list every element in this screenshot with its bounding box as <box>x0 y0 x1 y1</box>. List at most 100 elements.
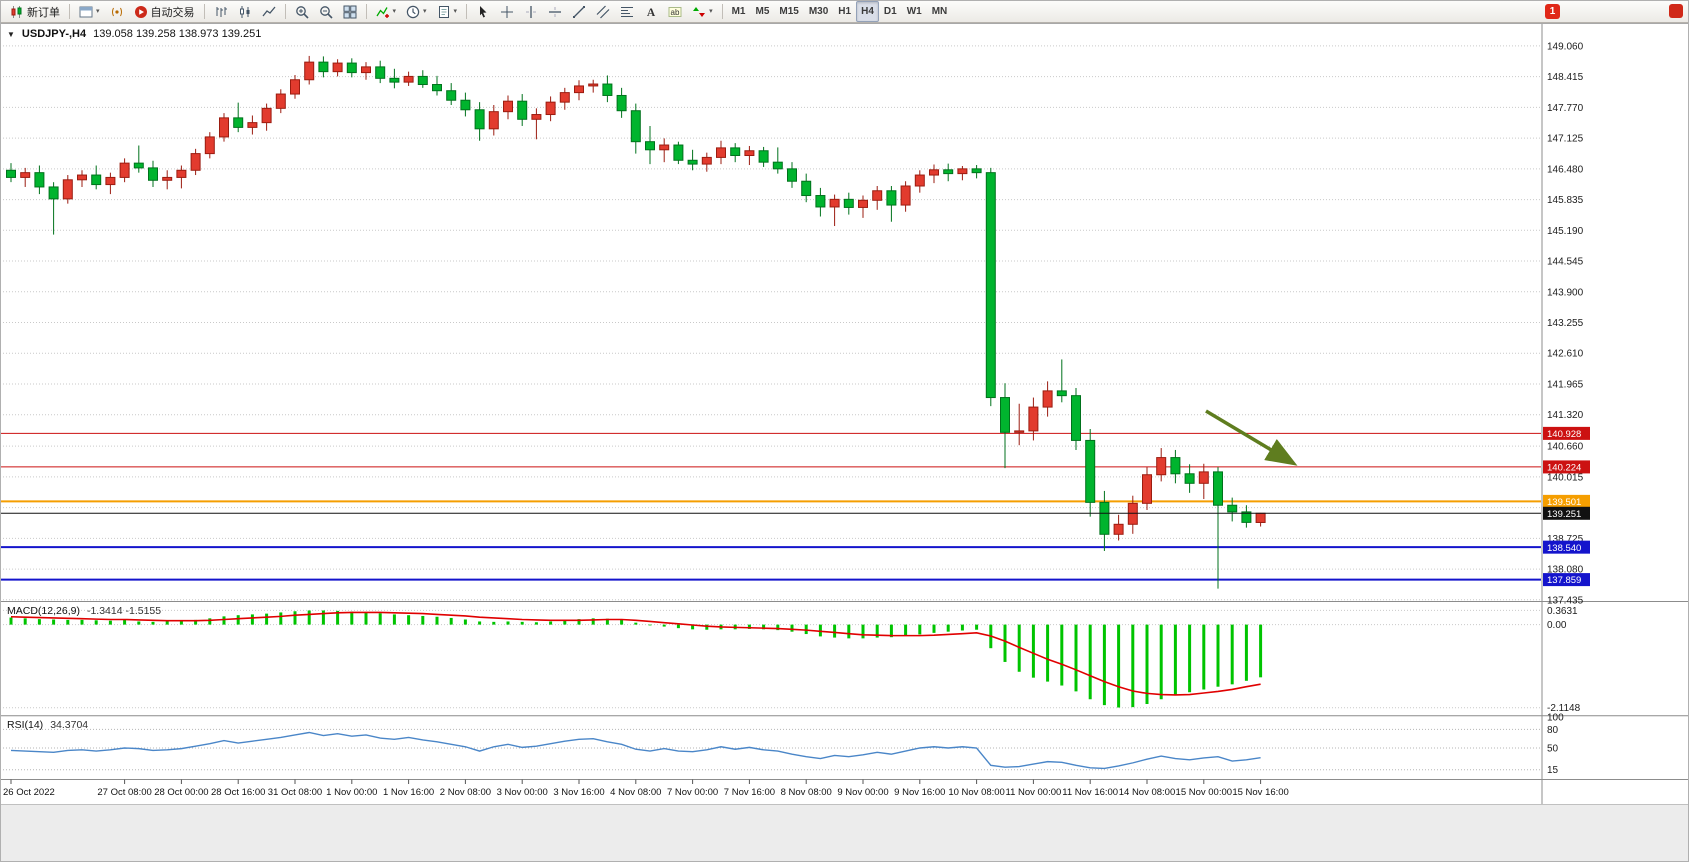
rsi-label: RSI(14) 34.3704 <box>7 719 88 731</box>
toolbar-separator <box>466 4 468 19</box>
macd-signal-line <box>10 611 1261 696</box>
horizontal-lines <box>1 432 1541 581</box>
dropdown-caret-icon: ▾ <box>96 8 100 15</box>
timeframe-m15[interactable]: M15 <box>774 1 803 22</box>
price-chart[interactable]: 149.060 148.415 147.770 147.125 146.480 145.8… <box>1 24 1689 804</box>
timeframe-w1[interactable]: W1 <box>902 1 927 22</box>
svg-text:140.928: 140.928 <box>1547 429 1581 440</box>
svg-text:50: 50 <box>1547 744 1559 755</box>
notification-badge[interactable]: 1 <box>1545 4 1560 19</box>
svg-text:146.480: 146.480 <box>1547 164 1584 175</box>
arrows-icon <box>692 5 706 19</box>
rsi-name: RSI(14) <box>7 719 44 731</box>
chart-menu-icon[interactable]: ▼ <box>7 29 15 39</box>
timeframe-mn[interactable]: MN <box>927 1 953 22</box>
candle-chart-button[interactable] <box>233 1 257 22</box>
svg-text:140.660: 140.660 <box>1547 442 1584 453</box>
chart-window-button[interactable]: ▾ <box>74 1 105 22</box>
timeframe-m15-label: M15 <box>779 6 799 17</box>
crosshair-icon <box>500 5 514 19</box>
svg-text:141.320: 141.320 <box>1547 410 1584 421</box>
svg-text:141.965: 141.965 <box>1547 379 1584 390</box>
svg-text:100: 100 <box>1547 713 1564 724</box>
svg-text:139.501: 139.501 <box>1547 497 1581 508</box>
new-order-button[interactable]: 新订单 <box>5 1 65 22</box>
trend-arrow[interactable] <box>1205 409 1298 466</box>
vertical-line-button[interactable] <box>519 1 543 22</box>
chart-window-icon <box>79 5 93 19</box>
svg-text:0.00: 0.00 <box>1547 620 1567 631</box>
zoom-out-button[interactable] <box>314 1 338 22</box>
dropdown-caret-icon: ▾ <box>453 8 458 15</box>
autotrade-icon <box>134 5 148 19</box>
arrows-button[interactable]: ▾ <box>687 1 718 22</box>
toolbar-separator <box>203 4 205 19</box>
toolbar-separator <box>69 4 70 19</box>
svg-text:11 Nov 00:00: 11 Nov 00:00 <box>1005 787 1061 798</box>
price-tag-138.540: 138.540 <box>1543 540 1590 554</box>
timeframe-h4[interactable]: H4 <box>856 1 879 22</box>
svg-text:139.251: 139.251 <box>1547 509 1581 520</box>
svg-text:140.015: 140.015 <box>1547 472 1584 483</box>
indicators-button[interactable]: ▾ <box>371 1 402 22</box>
chart-ohlc: 139.058 139.258 138.973 139.251 <box>93 28 262 40</box>
svg-text:1 Nov 16:00: 1 Nov 16:00 <box>383 787 434 798</box>
svg-text:7 Nov 00:00: 7 Nov 00:00 <box>667 787 718 798</box>
line-chart-button[interactable] <box>257 1 281 22</box>
signals-button[interactable] <box>105 1 129 22</box>
svg-text:149.060: 149.060 <box>1547 41 1584 52</box>
autotrade-button[interactable]: 自动交易 <box>129 1 200 22</box>
chart-title: ▼ USDJPY-,H4 139.058 139.258 138.973 139… <box>7 28 261 40</box>
bar-chart-button[interactable] <box>209 1 233 22</box>
timeframe-m5[interactable]: M5 <box>750 1 774 22</box>
timeframe-m30[interactable]: M30 <box>804 1 833 22</box>
trendline-button[interactable] <box>567 1 591 22</box>
svg-text:ab: ab <box>671 7 680 16</box>
timeframe-h1[interactable]: H1 <box>833 1 856 22</box>
corner-alert-icon[interactable] <box>1669 4 1683 18</box>
svg-text:80: 80 <box>1547 725 1559 736</box>
workspace-background <box>1 804 1688 861</box>
rsi-line <box>10 731 1261 770</box>
svg-text:142.610: 142.610 <box>1547 349 1584 360</box>
fibonacci-button[interactable] <box>615 1 639 22</box>
toolbar-separator <box>721 4 723 19</box>
svg-text:144.545: 144.545 <box>1547 257 1584 268</box>
channel-button[interactable] <box>591 1 615 22</box>
svg-text:11 Nov 16:00: 11 Nov 16:00 <box>1062 787 1118 798</box>
autotrade-button-label: 自动交易 <box>150 6 195 19</box>
text-button[interactable]: A <box>639 1 663 22</box>
dropdown-caret-icon: ▾ <box>392 8 397 15</box>
svg-text:28 Oct 00:00: 28 Oct 00:00 <box>154 787 208 798</box>
price-tag-140.928: 140.928 <box>1543 426 1590 440</box>
timeframe-m1-label: M1 <box>731 6 746 17</box>
svg-text:9 Nov 16:00: 9 Nov 16:00 <box>894 787 945 798</box>
crosshair-button[interactable] <box>495 1 519 22</box>
timeframe-d1[interactable]: D1 <box>879 1 902 22</box>
line-chart-icon <box>262 5 276 19</box>
svg-text:0.3631: 0.3631 <box>1547 606 1578 617</box>
time-axis: 26 Oct 2022 27 Oct 08:00 28 Oct 00:00 28 Oc… <box>3 779 1289 798</box>
templates-button[interactable]: ▾ <box>432 1 463 22</box>
svg-text:1 Nov 00:00: 1 Nov 00:00 <box>326 787 377 798</box>
label-button[interactable]: ab <box>663 1 687 22</box>
timeframe-m30-label: M30 <box>808 6 829 17</box>
horizontal-line-button[interactable] <box>543 1 567 22</box>
timeframe-h4-label: H4 <box>861 6 874 17</box>
zoom-in-button[interactable] <box>290 1 314 22</box>
timeframe-m1[interactable]: M1 <box>727 1 751 22</box>
svg-text:A: A <box>647 7 656 19</box>
trendline-icon <box>572 5 586 19</box>
svg-text:14 Nov 08:00: 14 Nov 08:00 <box>1119 787 1176 798</box>
svg-text:10 Nov 08:00: 10 Nov 08:00 <box>948 787 1005 798</box>
cursor-button[interactable] <box>471 1 495 22</box>
svg-text:145.190: 145.190 <box>1547 226 1584 237</box>
textA-icon: A <box>644 5 658 19</box>
tile-windows-button[interactable] <box>338 1 362 22</box>
rsi-value: 34.3704 <box>50 719 89 731</box>
tile-windows-icon <box>343 5 357 19</box>
zoom-out-icon <box>319 5 333 19</box>
periods-button[interactable]: ▾ <box>401 1 432 22</box>
timeframe-m5-label: M5 <box>755 6 770 17</box>
